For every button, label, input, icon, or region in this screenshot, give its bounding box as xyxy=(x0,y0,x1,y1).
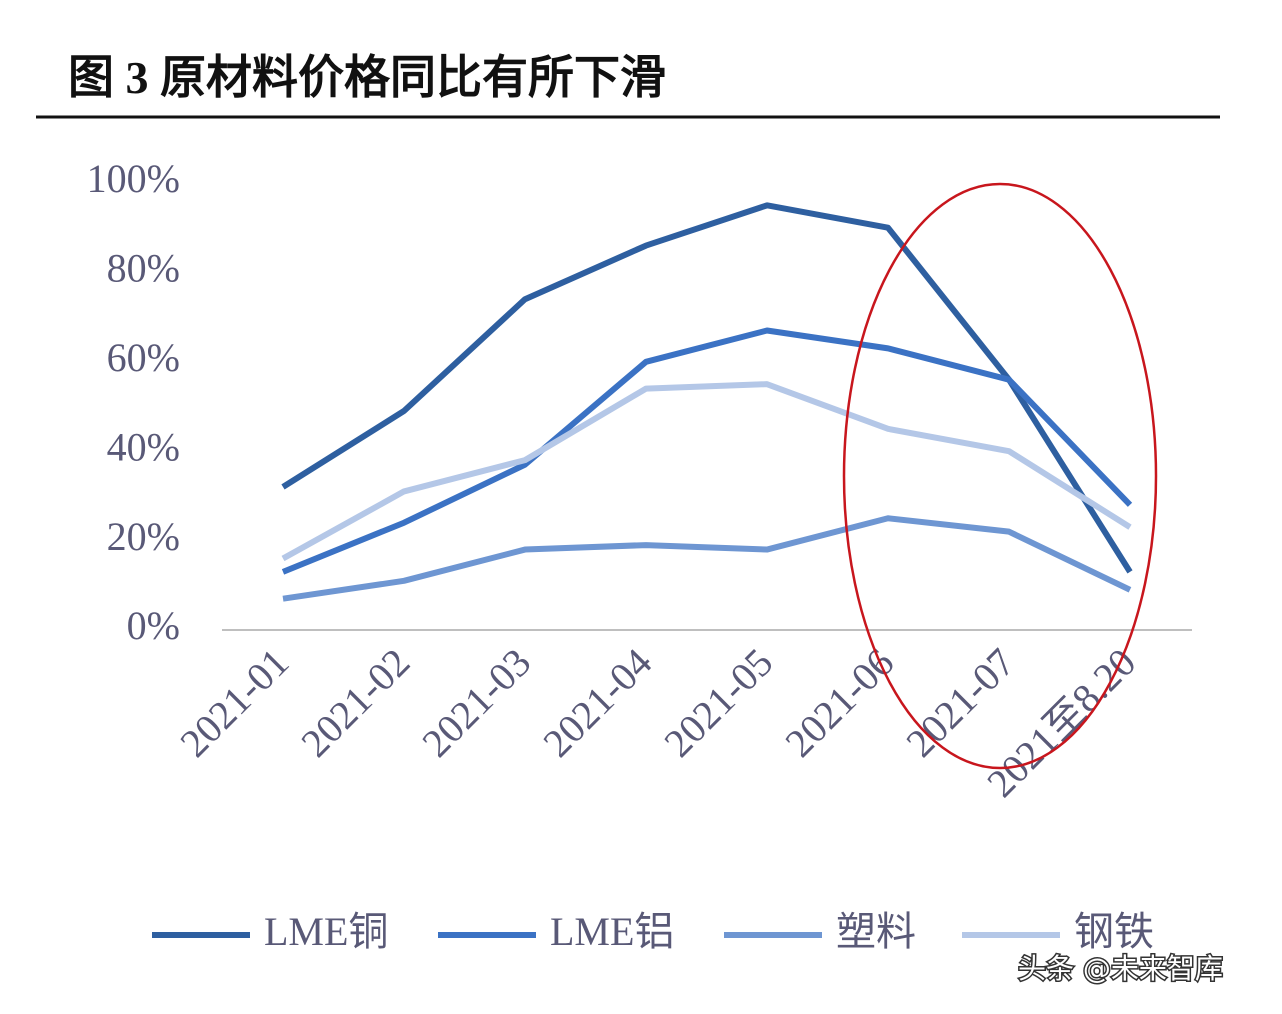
plot: 0%20%40%60%80%100%2021-012021-022021-032… xyxy=(87,156,1192,954)
legend-label: LME铜 xyxy=(264,909,388,954)
y-tick-label: 0% xyxy=(127,603,180,648)
legend-label: 钢铁 xyxy=(1074,909,1154,954)
series-line xyxy=(281,202,1133,574)
x-tick-label: 2021-02 xyxy=(292,640,418,766)
x-tick-label: 2021-05 xyxy=(655,640,781,766)
y-tick-label: 80% xyxy=(107,246,180,291)
highlight-ellipse xyxy=(842,182,1158,770)
y-tick-label: 100% xyxy=(87,156,180,201)
watermark: 头条 @未来智库 xyxy=(1018,952,1223,985)
y-tick-label: 60% xyxy=(107,335,180,380)
y-tick-label: 20% xyxy=(107,514,180,559)
x-tick-label: 2021-03 xyxy=(413,640,539,766)
y-tick-label: 40% xyxy=(107,424,180,469)
legend-label: LME铝 xyxy=(550,909,674,954)
series-line xyxy=(281,381,1132,562)
chart-title: 图 3 原材料价格同比有所下滑 xyxy=(68,52,666,103)
x-tick-label: 2021-06 xyxy=(776,640,902,766)
series-line xyxy=(281,327,1133,575)
legend-label: 塑料 xyxy=(836,909,916,954)
x-tick-label: 2021-01 xyxy=(171,640,297,766)
x-tick-label: 2021-04 xyxy=(534,640,660,766)
series-line xyxy=(282,515,1132,602)
